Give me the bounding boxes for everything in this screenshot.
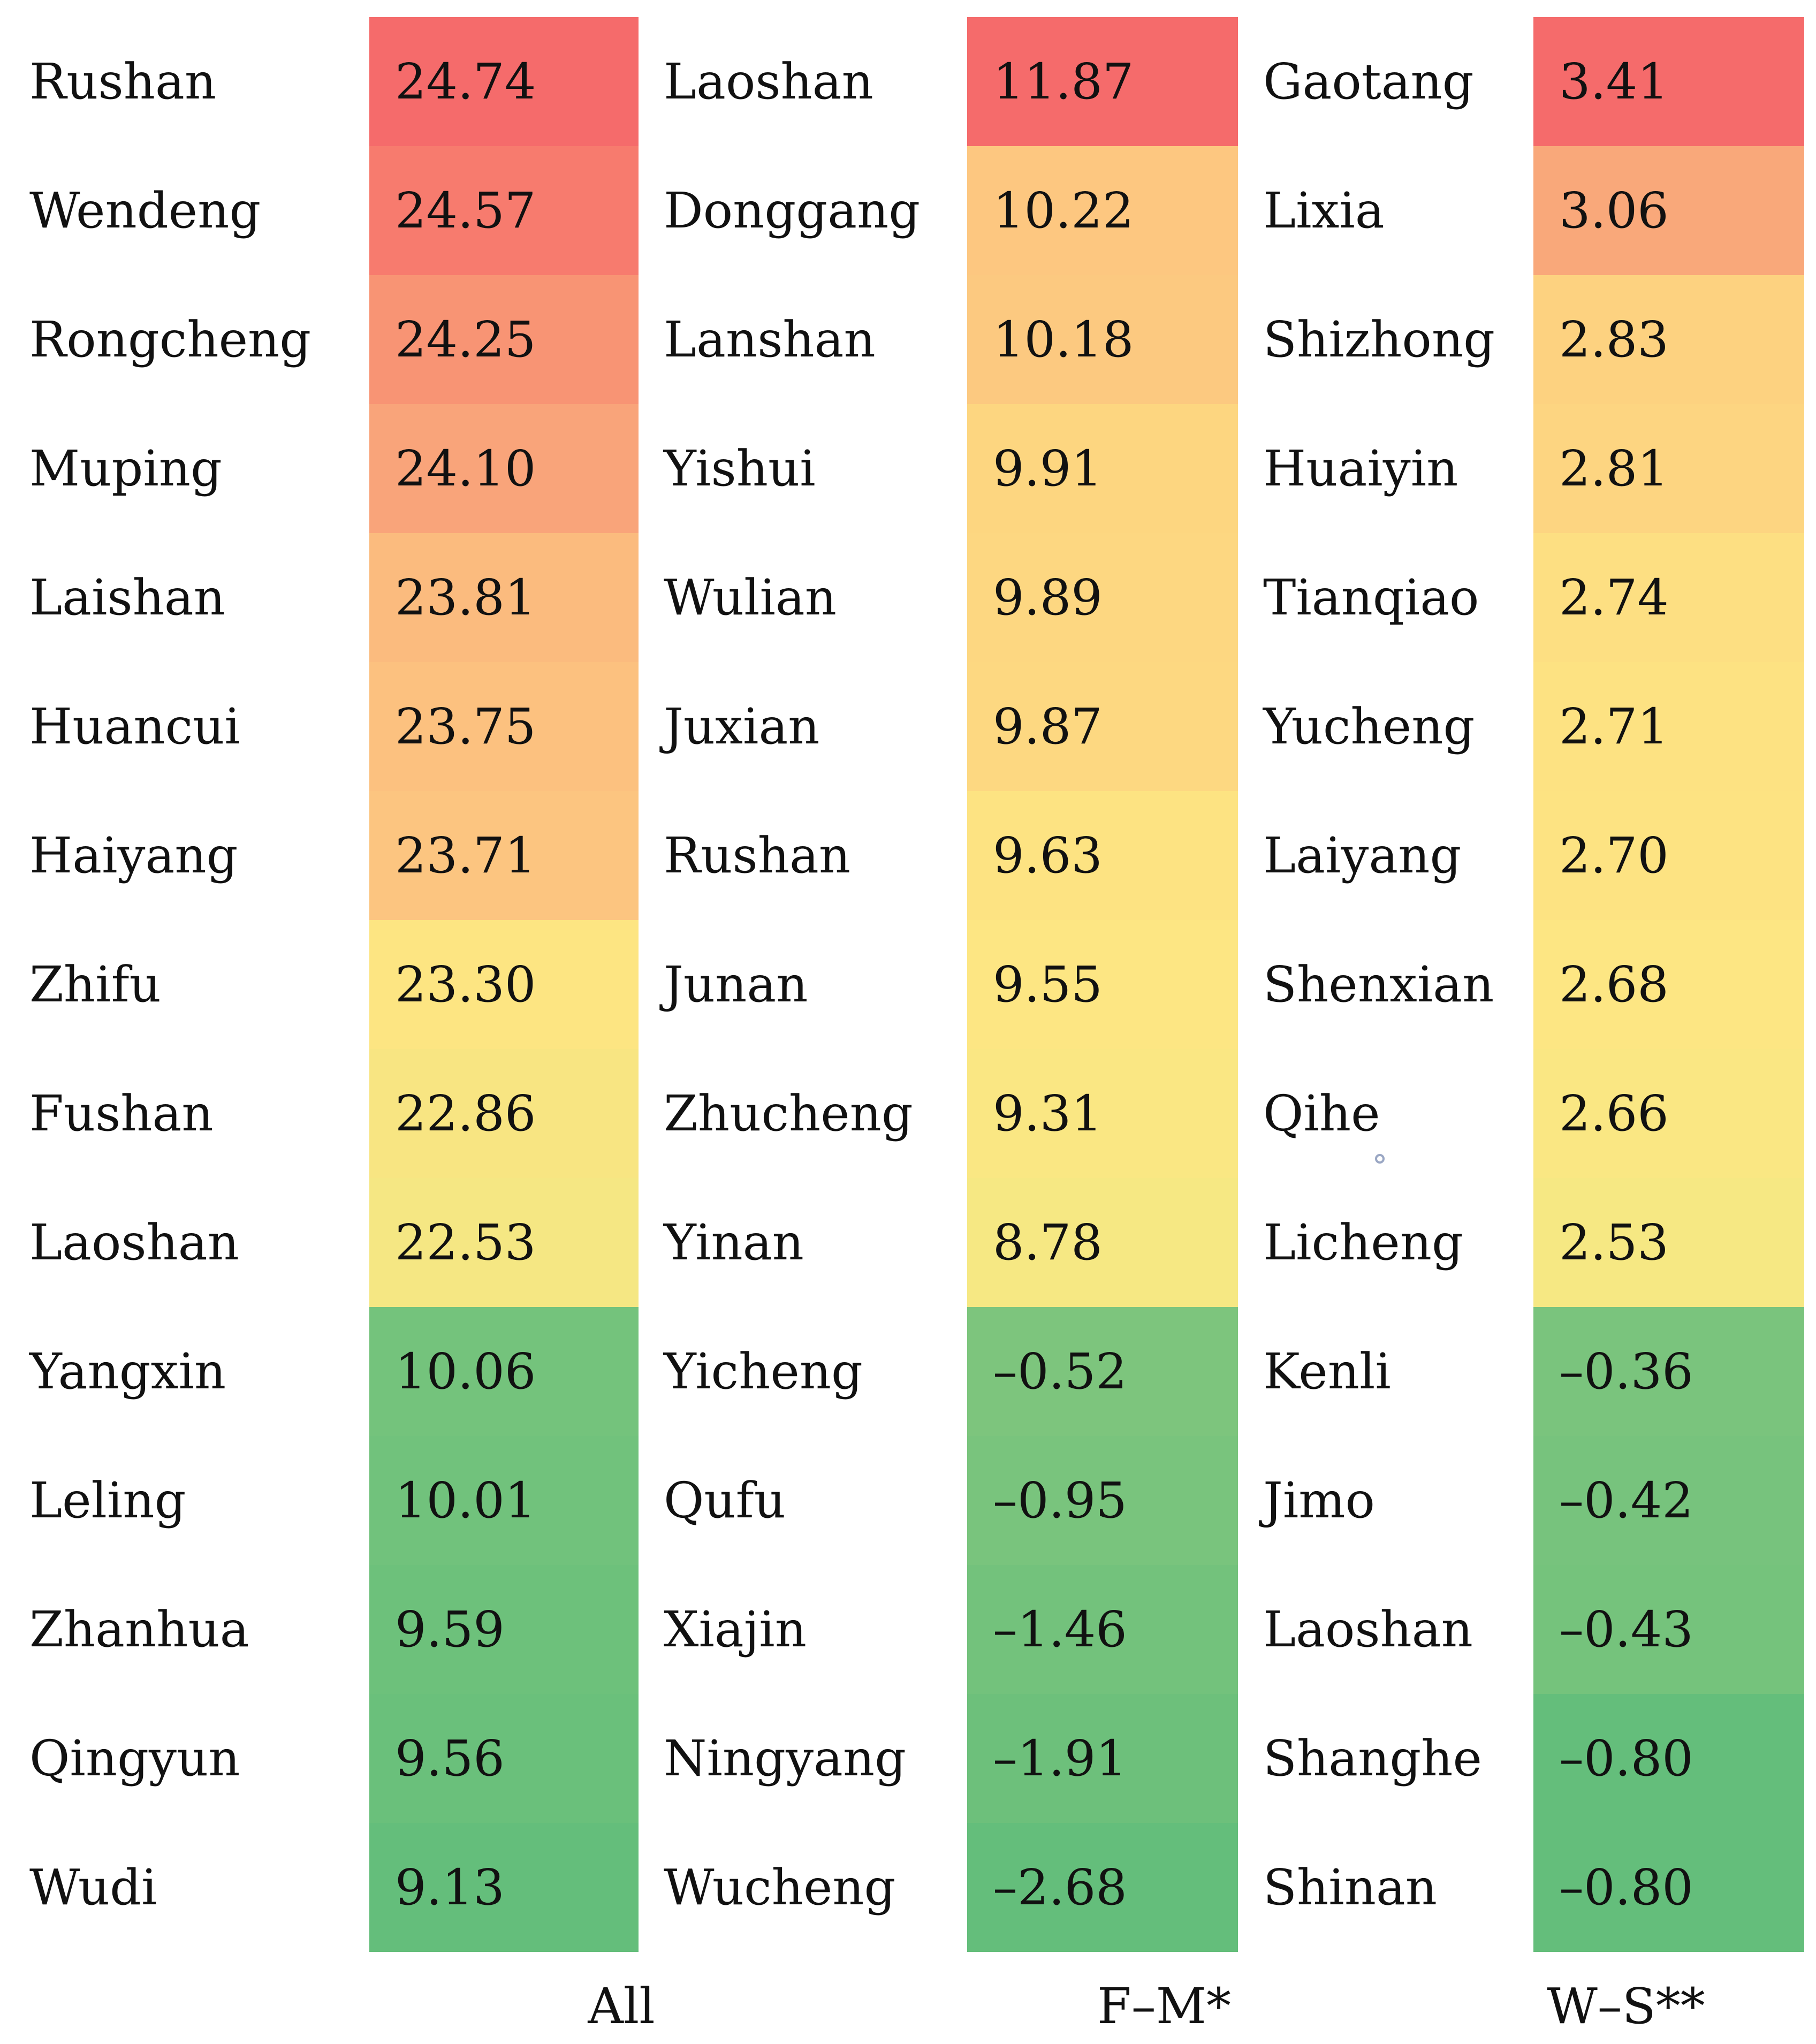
row-name: Wudi: [29, 1859, 157, 1916]
value-cell: 24.74: [369, 17, 639, 146]
row-name: Xiajin: [664, 1601, 807, 1658]
value-cell: 2.68: [1533, 920, 1804, 1049]
row-name: Yishui: [664, 440, 816, 497]
row-name: Laishan: [29, 569, 225, 626]
value-cell: 10.01: [369, 1436, 639, 1565]
value-cell: 2.71: [1533, 662, 1804, 791]
row-name: Laoshan: [664, 53, 873, 110]
value-cell: 24.57: [369, 146, 639, 275]
value-cell: 11.87: [967, 17, 1238, 146]
row-name: Rongcheng: [29, 311, 311, 368]
row-name: Zhifu: [29, 956, 161, 1013]
value-cell: 10.22: [967, 146, 1238, 275]
value-cell: 2.53: [1533, 1178, 1804, 1307]
value-cell: 22.86: [369, 1049, 639, 1178]
value-cell: 10.06: [369, 1307, 639, 1436]
row-name: Haiyang: [29, 827, 238, 884]
row-name: Rushan: [664, 827, 851, 884]
row-name: Junan: [664, 956, 808, 1013]
value-cell: –0.43: [1533, 1565, 1804, 1694]
value-cell: 2.83: [1533, 275, 1804, 404]
row-name: Shanghe: [1263, 1730, 1482, 1787]
value-cell: 9.87: [967, 662, 1238, 791]
row-name: Licheng: [1263, 1214, 1463, 1271]
value-cell: 2.70: [1533, 791, 1804, 920]
value-cell: –1.46: [967, 1565, 1238, 1694]
value-cell: 23.30: [369, 920, 639, 1049]
row-name: Huaiyin: [1263, 440, 1458, 497]
value-cell: 9.59: [369, 1565, 639, 1694]
row-name: Gaotang: [1263, 53, 1474, 110]
row-name: Ningyang: [664, 1730, 907, 1787]
row-name: Shizhong: [1263, 311, 1495, 368]
row-name: Wendeng: [29, 182, 261, 239]
row-name: Kenli: [1263, 1343, 1391, 1400]
row-name: Yangxin: [29, 1343, 226, 1400]
row-name: Laiyang: [1263, 827, 1462, 884]
row-name: Muping: [29, 440, 222, 497]
row-name: Shenxian: [1263, 956, 1494, 1013]
row-name: Huancui: [29, 698, 240, 755]
row-name: Shinan: [1263, 1859, 1438, 1916]
row-name: Wucheng: [664, 1859, 896, 1916]
value-cell: 24.25: [369, 275, 639, 404]
row-name: Qihe: [1263, 1085, 1380, 1142]
row-name: Yicheng: [664, 1343, 863, 1400]
ring-mark: [1375, 1154, 1385, 1164]
value-cell: –0.95: [967, 1436, 1238, 1565]
value-cell: 2.74: [1533, 533, 1804, 662]
row-name: Jimo: [1263, 1472, 1375, 1529]
value-cell: 8.78: [967, 1178, 1238, 1307]
value-cell: –0.36: [1533, 1307, 1804, 1436]
row-name: Qingyun: [29, 1730, 240, 1787]
value-cell: –0.80: [1533, 1823, 1804, 1952]
value-cell: 9.56: [369, 1694, 639, 1823]
value-cell: –0.42: [1533, 1436, 1804, 1565]
value-cell: 3.06: [1533, 146, 1804, 275]
value-cell: 2.66: [1533, 1049, 1804, 1178]
value-cell: 9.55: [967, 920, 1238, 1049]
row-name: Tianqiao: [1263, 569, 1479, 626]
value-cell: 23.71: [369, 791, 639, 920]
row-name: Laoshan: [1263, 1601, 1473, 1658]
value-cell: 23.81: [369, 533, 639, 662]
value-cell: 9.89: [967, 533, 1238, 662]
value-cell: 22.53: [369, 1178, 639, 1307]
value-cell: –0.80: [1533, 1694, 1804, 1823]
row-name: Yinan: [664, 1214, 804, 1271]
row-name: Zhanhua: [29, 1601, 249, 1658]
column-label: All: [588, 1978, 655, 2035]
value-cell: 9.13: [369, 1823, 639, 1952]
value-cell: 9.31: [967, 1049, 1238, 1178]
value-cell: 23.75: [369, 662, 639, 791]
row-name: Yucheng: [1263, 698, 1475, 755]
row-name: Donggang: [664, 182, 921, 239]
row-name: Rushan: [29, 53, 217, 110]
row-name: Wulian: [664, 569, 837, 626]
row-name: Zhucheng: [664, 1085, 913, 1142]
value-cell: –2.68: [967, 1823, 1238, 1952]
row-name: Qufu: [664, 1472, 786, 1529]
column-label: F–M*: [1097, 1978, 1232, 2035]
value-cell: –0.52: [967, 1307, 1238, 1436]
value-cell: 10.18: [967, 275, 1238, 404]
row-name: Juxian: [664, 698, 820, 755]
value-cell: 24.10: [369, 404, 639, 533]
row-name: Lixia: [1263, 182, 1385, 239]
value-cell: 3.41: [1533, 17, 1804, 146]
row-name: Lanshan: [664, 311, 876, 368]
value-cell: 2.81: [1533, 404, 1804, 533]
value-cell: 9.91: [967, 404, 1238, 533]
value-cell: 9.63: [967, 791, 1238, 920]
column-label: W–S**: [1547, 1978, 1705, 2035]
row-name: Leling: [29, 1472, 186, 1529]
row-name: Laoshan: [29, 1214, 239, 1271]
row-name: Fushan: [29, 1085, 214, 1142]
value-cell: –1.91: [967, 1694, 1238, 1823]
